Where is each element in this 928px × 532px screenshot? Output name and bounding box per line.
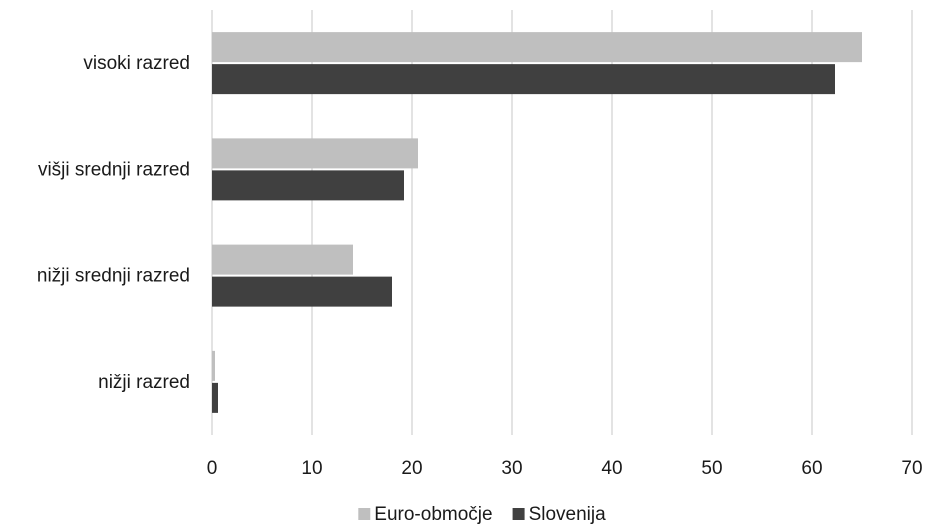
bar-euro [212, 244, 353, 275]
legend-swatch [512, 508, 525, 520]
bar-euro [212, 350, 215, 381]
category-label: višji srednji razred [38, 159, 190, 180]
category-label: nižji razred [98, 372, 190, 393]
x-tick-label: 60 [801, 458, 822, 479]
legend-label: Euro-območje [374, 504, 492, 525]
bar-euro [212, 138, 418, 169]
legend-swatch [358, 508, 371, 520]
x-tick-label: 0 [207, 458, 218, 479]
bar-slovenija [212, 64, 835, 95]
category-labels: visoki razred višji srednji razred nižji s… [37, 53, 190, 393]
x-tick-label: 50 [701, 458, 722, 479]
x-tick-label: 10 [301, 458, 322, 479]
category-label: visoki razred [83, 53, 190, 74]
bar-slovenija [212, 382, 218, 413]
bar-slovenija [212, 276, 392, 307]
bar-euro [212, 32, 862, 63]
category-label: nižji srednji razred [37, 266, 190, 287]
bar-slovenija [212, 170, 404, 201]
legend: Euro-območje Slovenija [358, 504, 606, 525]
bars [212, 32, 862, 413]
x-tick-label: 70 [901, 458, 922, 479]
x-axis-tick-labels: 0 10 20 30 40 50 60 70 [207, 458, 923, 479]
x-tick-label: 20 [401, 458, 422, 479]
legend-label: Slovenija [529, 504, 607, 525]
x-tick-label: 30 [501, 458, 522, 479]
x-tick-label: 40 [601, 458, 622, 479]
